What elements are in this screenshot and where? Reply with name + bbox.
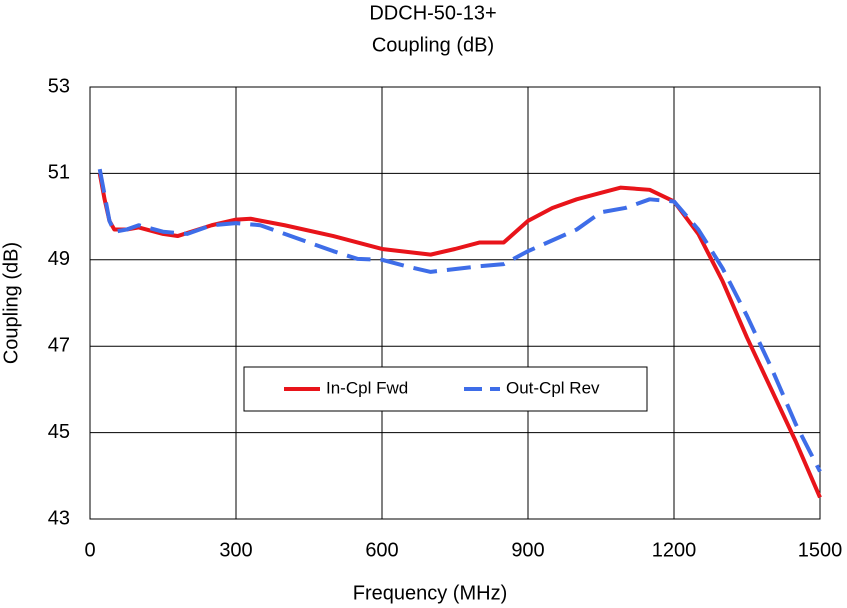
legend-label: Out-Cpl Rev (506, 378, 600, 397)
plot-area (89, 86, 821, 520)
legend-label: In-Cpl Fwd (326, 378, 408, 397)
y-tick-label: 51 (48, 162, 70, 184)
series-line (97, 173, 822, 499)
x-tick-label: 600 (365, 539, 398, 561)
x-tick-label: 0 (84, 539, 95, 561)
legend-box (243, 366, 648, 412)
y-tick-label: 47 (48, 334, 70, 356)
x-axis-label: Frequency (MHz) (353, 582, 507, 604)
y-axis-label: Coupling (dB) (0, 242, 22, 364)
x-tick-label: 900 (511, 539, 544, 561)
x-tick-label: 1200 (652, 539, 697, 561)
y-tick-label: 53 (48, 75, 70, 97)
y-tick-label: 45 (48, 421, 70, 443)
y-tick-label: 43 (48, 507, 70, 529)
series-line (97, 168, 822, 473)
chart-title: DDCH-50-13+ (369, 2, 496, 24)
chart-subtitle: Coupling (dB) (372, 34, 494, 56)
x-tick-label: 300 (219, 539, 252, 561)
x-tick-label: 1500 (798, 539, 843, 561)
y-tick-label: 49 (48, 248, 70, 270)
